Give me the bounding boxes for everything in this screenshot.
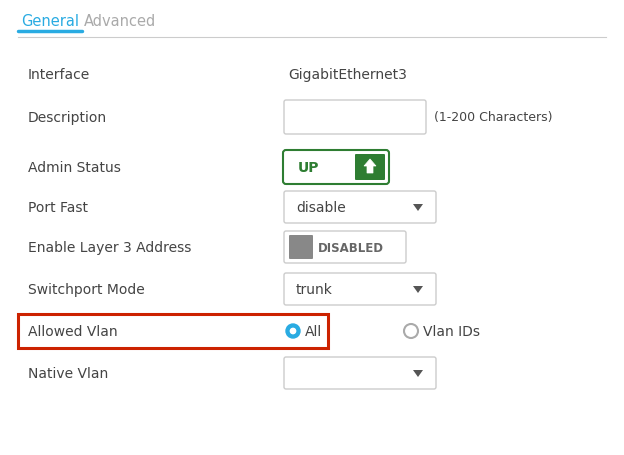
Text: Native Vlan: Native Vlan bbox=[28, 366, 108, 380]
Text: Description: Description bbox=[28, 111, 107, 125]
Text: Enable Layer 3 Address: Enable Layer 3 Address bbox=[28, 241, 192, 254]
FancyBboxPatch shape bbox=[18, 314, 328, 348]
Polygon shape bbox=[413, 286, 423, 293]
Text: Switchport Mode: Switchport Mode bbox=[28, 283, 145, 296]
Text: DISABLED: DISABLED bbox=[318, 241, 384, 254]
Text: Port Fast: Port Fast bbox=[28, 201, 88, 214]
Text: General: General bbox=[21, 15, 79, 30]
Text: All: All bbox=[305, 324, 322, 338]
FancyBboxPatch shape bbox=[284, 357, 436, 389]
Polygon shape bbox=[364, 160, 376, 174]
FancyBboxPatch shape bbox=[289, 236, 313, 259]
FancyBboxPatch shape bbox=[284, 273, 436, 305]
FancyBboxPatch shape bbox=[284, 192, 436, 223]
FancyBboxPatch shape bbox=[284, 232, 406, 263]
Circle shape bbox=[286, 324, 300, 338]
Text: Vlan IDs: Vlan IDs bbox=[423, 324, 480, 338]
Text: disable: disable bbox=[296, 201, 346, 214]
FancyBboxPatch shape bbox=[355, 155, 385, 181]
Circle shape bbox=[290, 329, 296, 334]
Text: UP: UP bbox=[298, 161, 319, 175]
Polygon shape bbox=[413, 370, 423, 377]
Text: Advanced: Advanced bbox=[84, 15, 156, 30]
Text: Allowed Vlan: Allowed Vlan bbox=[28, 324, 118, 338]
Text: GigabitEthernet3: GigabitEthernet3 bbox=[288, 68, 407, 82]
Circle shape bbox=[406, 326, 416, 337]
Text: (1-200 Characters): (1-200 Characters) bbox=[434, 111, 552, 124]
Text: trunk: trunk bbox=[296, 283, 333, 296]
Text: Admin Status: Admin Status bbox=[28, 161, 121, 175]
Text: Interface: Interface bbox=[28, 68, 90, 82]
FancyBboxPatch shape bbox=[284, 101, 426, 135]
Polygon shape bbox=[413, 205, 423, 212]
FancyBboxPatch shape bbox=[283, 151, 389, 185]
